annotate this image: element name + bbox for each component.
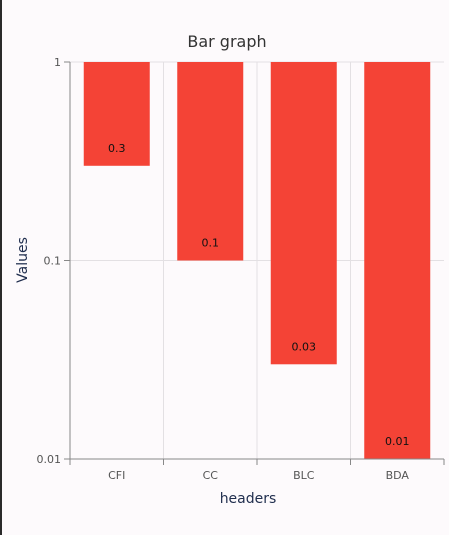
x-tick-label: BLC [293, 469, 315, 482]
x-tick-label: CC [203, 469, 219, 482]
bars-layer [83, 62, 431, 459]
y-tick-label: 1 [54, 56, 61, 69]
y-axis-label: Values [15, 237, 31, 283]
x-tick-label: BDA [386, 469, 410, 482]
bar-bda [364, 62, 431, 459]
x-tick-label: CFI [108, 469, 125, 482]
bar-value-label: 0.01 [385, 435, 410, 448]
bar-value-label: 0.1 [202, 237, 220, 250]
chart-title: Bar graph [187, 32, 266, 51]
x-axis-label: headers [220, 491, 277, 507]
y-tick-label: 0.01 [37, 453, 62, 466]
bar-cfi [83, 62, 150, 166]
bar-value-label: 0.3 [108, 142, 126, 155]
bar-value-label: 0.03 [292, 340, 317, 353]
window-left-edge [0, 0, 2, 535]
axes-layer [64, 61, 445, 465]
bar-blc [270, 62, 337, 365]
bar-cc [177, 62, 244, 261]
labels-layer: 1 0.1 0.01 0.3 CFI 0.1 CC 0.03 BLC 0.01 BDA [37, 56, 410, 482]
y-tick-label: 0.1 [44, 255, 62, 268]
